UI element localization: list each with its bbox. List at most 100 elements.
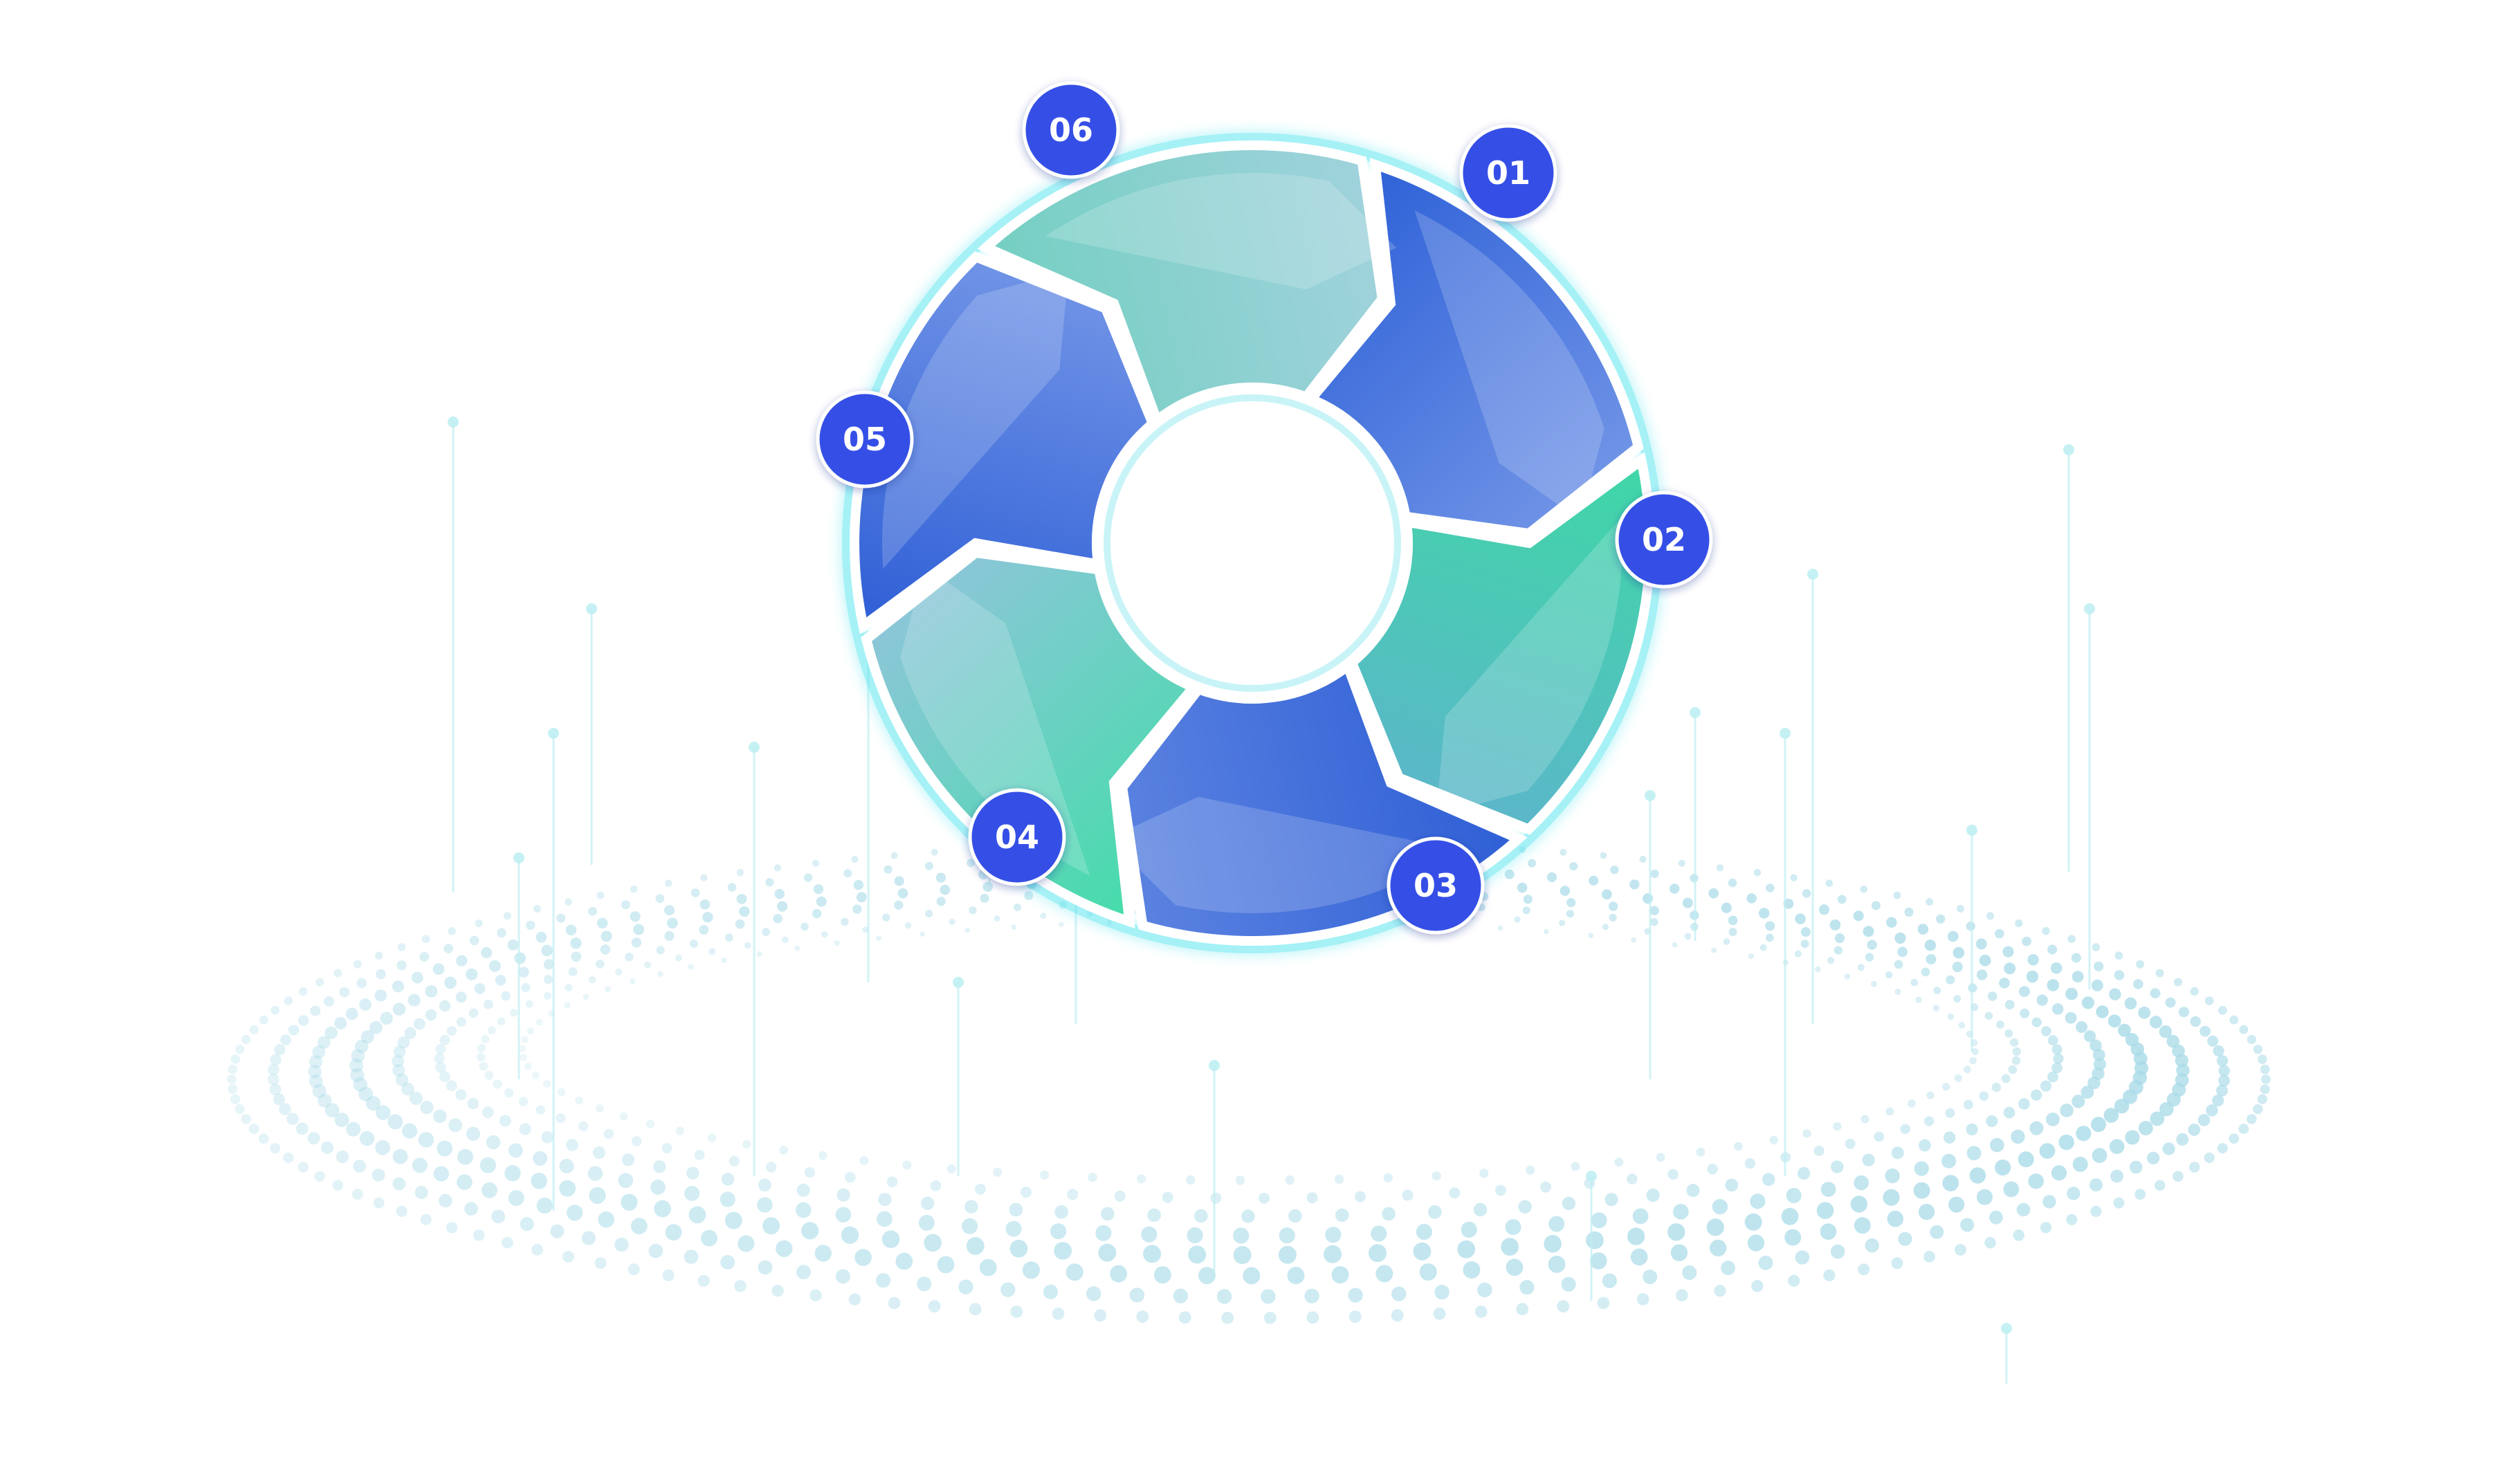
background-dot	[392, 1002, 406, 1016]
background-dot	[588, 906, 597, 916]
background-dot	[1009, 1202, 1023, 1217]
background-dot	[354, 1039, 369, 1054]
background-dot	[1005, 1220, 1022, 1237]
background-dot	[1639, 855, 1647, 863]
background-dot	[1670, 1244, 1688, 1261]
background-dot	[2238, 1124, 2249, 1135]
background-dot	[1040, 1170, 1050, 1180]
background-dot	[397, 943, 406, 951]
background-dot	[376, 969, 386, 980]
background-dot	[924, 1234, 942, 1252]
background-dot	[2129, 1160, 2143, 1174]
background-dot	[488, 960, 501, 972]
background-dot	[1917, 924, 1929, 935]
background-dot	[559, 1180, 576, 1197]
background-dot	[1548, 1256, 1566, 1273]
background-dot	[1813, 1145, 1824, 1156]
background-dot	[318, 1093, 332, 1108]
background-dot	[413, 1018, 426, 1030]
background-dot	[688, 964, 694, 970]
background-dot	[411, 971, 423, 984]
background-dot	[814, 1245, 832, 1262]
background-dot	[334, 1112, 349, 1127]
background-dot	[2046, 1112, 2060, 1126]
background-dot	[349, 1058, 364, 1073]
background-dot	[940, 884, 951, 895]
background-dot	[1952, 946, 1965, 959]
background-dot	[1893, 891, 1901, 899]
background-dot	[1335, 1208, 1349, 1222]
background-dot	[1986, 912, 1995, 920]
background-dot	[1050, 1223, 1067, 1240]
background-dot	[1894, 932, 1906, 944]
background-dot	[801, 1222, 819, 1240]
background-dot	[374, 951, 383, 960]
background-dot	[661, 1143, 673, 1154]
background-dot	[994, 915, 1000, 922]
background-dot	[444, 976, 457, 989]
background-dot	[518, 1045, 527, 1053]
background-dot	[1324, 1245, 1342, 1263]
background-dot	[2190, 1016, 2201, 1027]
background-dot	[2001, 1074, 2011, 1083]
background-dot	[694, 1149, 705, 1160]
background-dot	[346, 1121, 361, 1137]
background-dot	[852, 904, 862, 914]
background-dot	[1540, 1181, 1551, 1193]
background-dot	[1759, 944, 1767, 951]
background-dot	[646, 1119, 655, 1128]
background-dot	[662, 1269, 675, 1281]
background-dot	[2094, 961, 2104, 971]
background-dot	[2218, 1065, 2230, 1077]
background-dot	[700, 874, 708, 881]
background-dot	[273, 1093, 285, 1106]
background-dot	[1518, 1200, 1532, 1214]
background-dot	[259, 1015, 268, 1025]
background-dot	[773, 914, 783, 924]
background-dot	[350, 1068, 365, 1083]
background-dot	[1495, 1184, 1506, 1196]
background-dot	[2067, 935, 2076, 943]
background-dot	[1953, 995, 1961, 1003]
background-dot	[701, 1229, 717, 1247]
background-dot	[1996, 1020, 2004, 1029]
background-dot	[1860, 885, 1868, 893]
background-dot	[656, 946, 665, 955]
background-dot	[1261, 1289, 1276, 1304]
background-dot	[1854, 1175, 1869, 1191]
background-dot	[448, 927, 456, 935]
background-dot	[421, 935, 430, 943]
step-badge-05: 05	[816, 390, 914, 488]
background-dot	[1930, 1225, 1944, 1239]
background-dot	[1857, 964, 1865, 971]
background-dot	[796, 1265, 811, 1280]
background-dot	[1823, 1269, 1836, 1281]
background-dot	[1863, 926, 1874, 937]
background-dot	[603, 1128, 614, 1139]
background-dot	[630, 885, 638, 893]
background-dot	[1684, 933, 1692, 940]
background-dot	[876, 1273, 891, 1288]
background-dot	[2066, 1213, 2078, 1225]
background-dot	[1977, 969, 1988, 980]
background-dot	[1559, 919, 1566, 926]
background-dot	[475, 919, 483, 928]
background-dot	[1586, 1231, 1604, 1249]
step-badge-03: 03	[1387, 836, 1485, 935]
glow-line-node	[448, 416, 459, 428]
background-dot	[271, 1005, 280, 1015]
background-dot	[2229, 1015, 2239, 1025]
background-dot	[474, 983, 486, 994]
background-dot	[334, 1016, 347, 1030]
background-dot	[654, 1200, 671, 1218]
background-dot	[2253, 1045, 2263, 1054]
background-dot	[457, 1148, 473, 1165]
background-dot	[708, 948, 716, 955]
background-dot	[1862, 1153, 1875, 1166]
background-dot	[762, 928, 771, 936]
background-dot	[308, 1065, 322, 1079]
background-dot	[1957, 905, 1964, 913]
step-badge-04: 04	[968, 788, 1066, 886]
background-dot	[804, 873, 813, 882]
background-dot	[1432, 1171, 1441, 1181]
